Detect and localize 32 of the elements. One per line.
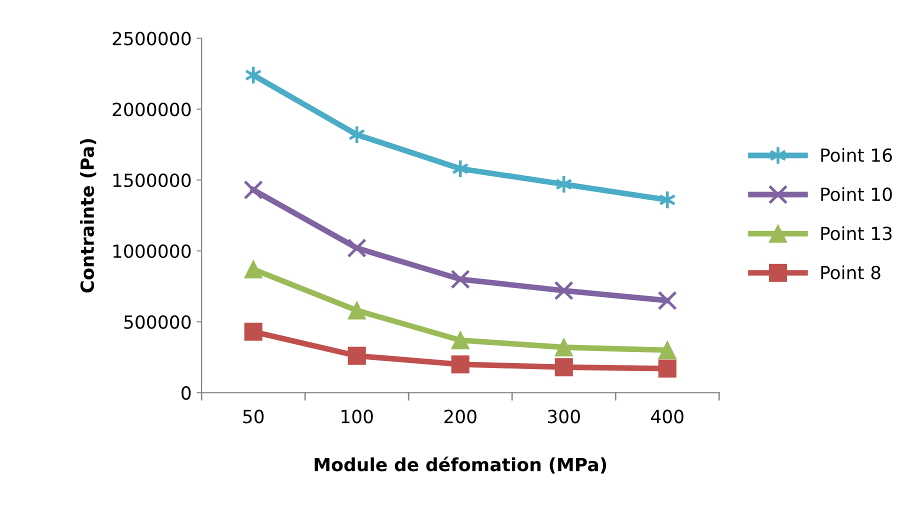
point [450, 270, 470, 289]
x-tick-label: 100 [342, 410, 373, 424]
point [244, 260, 262, 278]
y-tick-label: 0 [182, 386, 191, 400]
x-tick-label: 200 [444, 410, 476, 424]
point [451, 331, 470, 350]
y-tick-label: 500000 [124, 315, 191, 329]
point [347, 238, 367, 258]
point [658, 360, 676, 378]
y-tick-label: 2500000 [112, 32, 191, 46]
legend-label: Point 10 [821, 187, 892, 202]
legend-label: Point 13 [821, 226, 892, 240]
point [451, 355, 470, 374]
point [658, 341, 676, 360]
point [554, 280, 574, 300]
point [554, 358, 573, 376]
x-tick-label: 400 [651, 410, 684, 424]
y-tick-label: 1500000 [113, 173, 191, 188]
point [244, 322, 262, 341]
point [348, 301, 366, 320]
x-tick-label: 300 [548, 410, 580, 424]
point [554, 338, 573, 356]
legend-label: Point 8 [821, 265, 880, 280]
legend-label: Point 16 [821, 148, 892, 162]
y-axis-title: Contrainte (Pa) [80, 139, 96, 293]
point [658, 290, 678, 310]
y-tick-label: 2000000 [112, 102, 191, 116]
point [348, 346, 366, 365]
x-tick-label: 50 [243, 410, 264, 424]
y-tick-label: 1000000 [113, 244, 191, 258]
point [244, 180, 264, 200]
x-axis-title: Module de défomation (MPa) [314, 456, 606, 474]
